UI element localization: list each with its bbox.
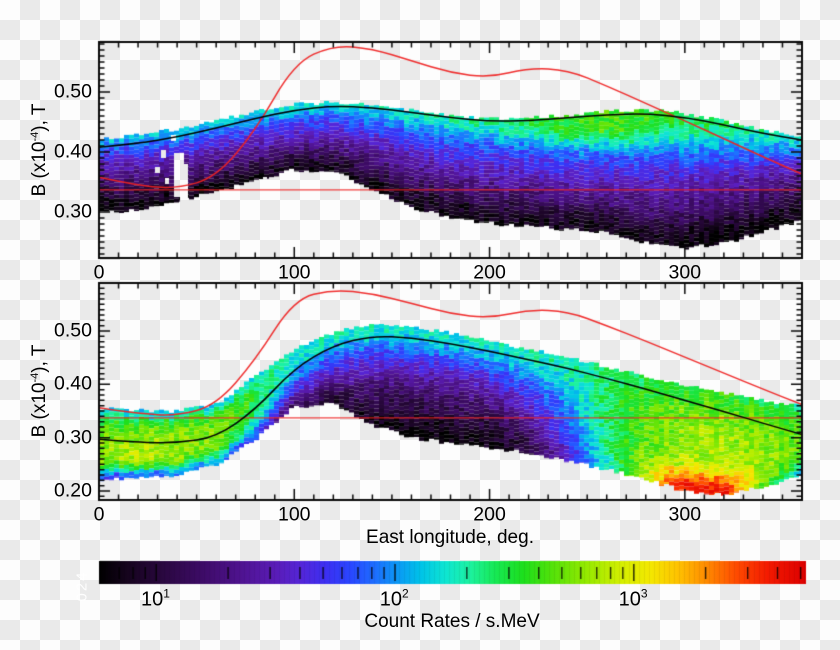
- x-tick-label: 200: [473, 261, 506, 284]
- colorbar-tick-exponent: 1: [163, 586, 170, 601]
- y-axis-label-suffix: ), T: [29, 344, 51, 373]
- colorbar-tick-base: 10: [379, 588, 403, 611]
- colorbar-tick-exponent: 2: [402, 586, 409, 601]
- faint-artifact-text: 024: [73, 570, 91, 602]
- y-tick-label: 0.20: [54, 479, 92, 502]
- colorbar-tick-label: 101: [141, 587, 170, 612]
- y-axis-label-exponent: -4: [28, 131, 41, 142]
- colorbar-tick-base: 10: [141, 588, 164, 611]
- x-tick-label: 100: [277, 503, 311, 526]
- y-tick-label: 0.40: [54, 372, 92, 395]
- x-tick-label: 300: [668, 261, 702, 284]
- colorbar-title: Count Rates / s.MeV: [364, 611, 540, 632]
- y-axis-label-exponent: -4: [28, 372, 41, 383]
- y-tick-label: 0.30: [54, 426, 92, 449]
- x-tick-label: 100: [277, 261, 311, 284]
- y-tick-label: 0.50: [54, 80, 92, 103]
- y-axis-label-suffix: ), T: [29, 103, 51, 132]
- x-tick-label: 0: [93, 261, 105, 284]
- y-tick-label: 0.30: [54, 200, 92, 223]
- y-axis-label-prefix: B (x10: [29, 141, 51, 197]
- x-tick-label: 0: [93, 503, 105, 526]
- colorbar-tick-label: 103: [619, 587, 648, 612]
- colorbar-tick-exponent: 3: [640, 586, 648, 601]
- colorbar-tick-label: 102: [380, 587, 409, 612]
- x-axis-label: East longitude, deg.: [366, 527, 534, 548]
- x-tick-label: 300: [668, 503, 702, 526]
- y-axis-label-top-panel: B (x10-4), T: [29, 104, 51, 197]
- y-axis-label-bottom-panel: B (x10-4), T: [29, 345, 51, 438]
- x-tick-label: 200: [473, 503, 506, 526]
- y-tick-label: 0.50: [54, 319, 92, 342]
- y-tick-label: 0.40: [54, 140, 92, 163]
- colorbar-tick-base: 10: [618, 588, 641, 611]
- y-axis-label-prefix: B (x10: [29, 382, 51, 438]
